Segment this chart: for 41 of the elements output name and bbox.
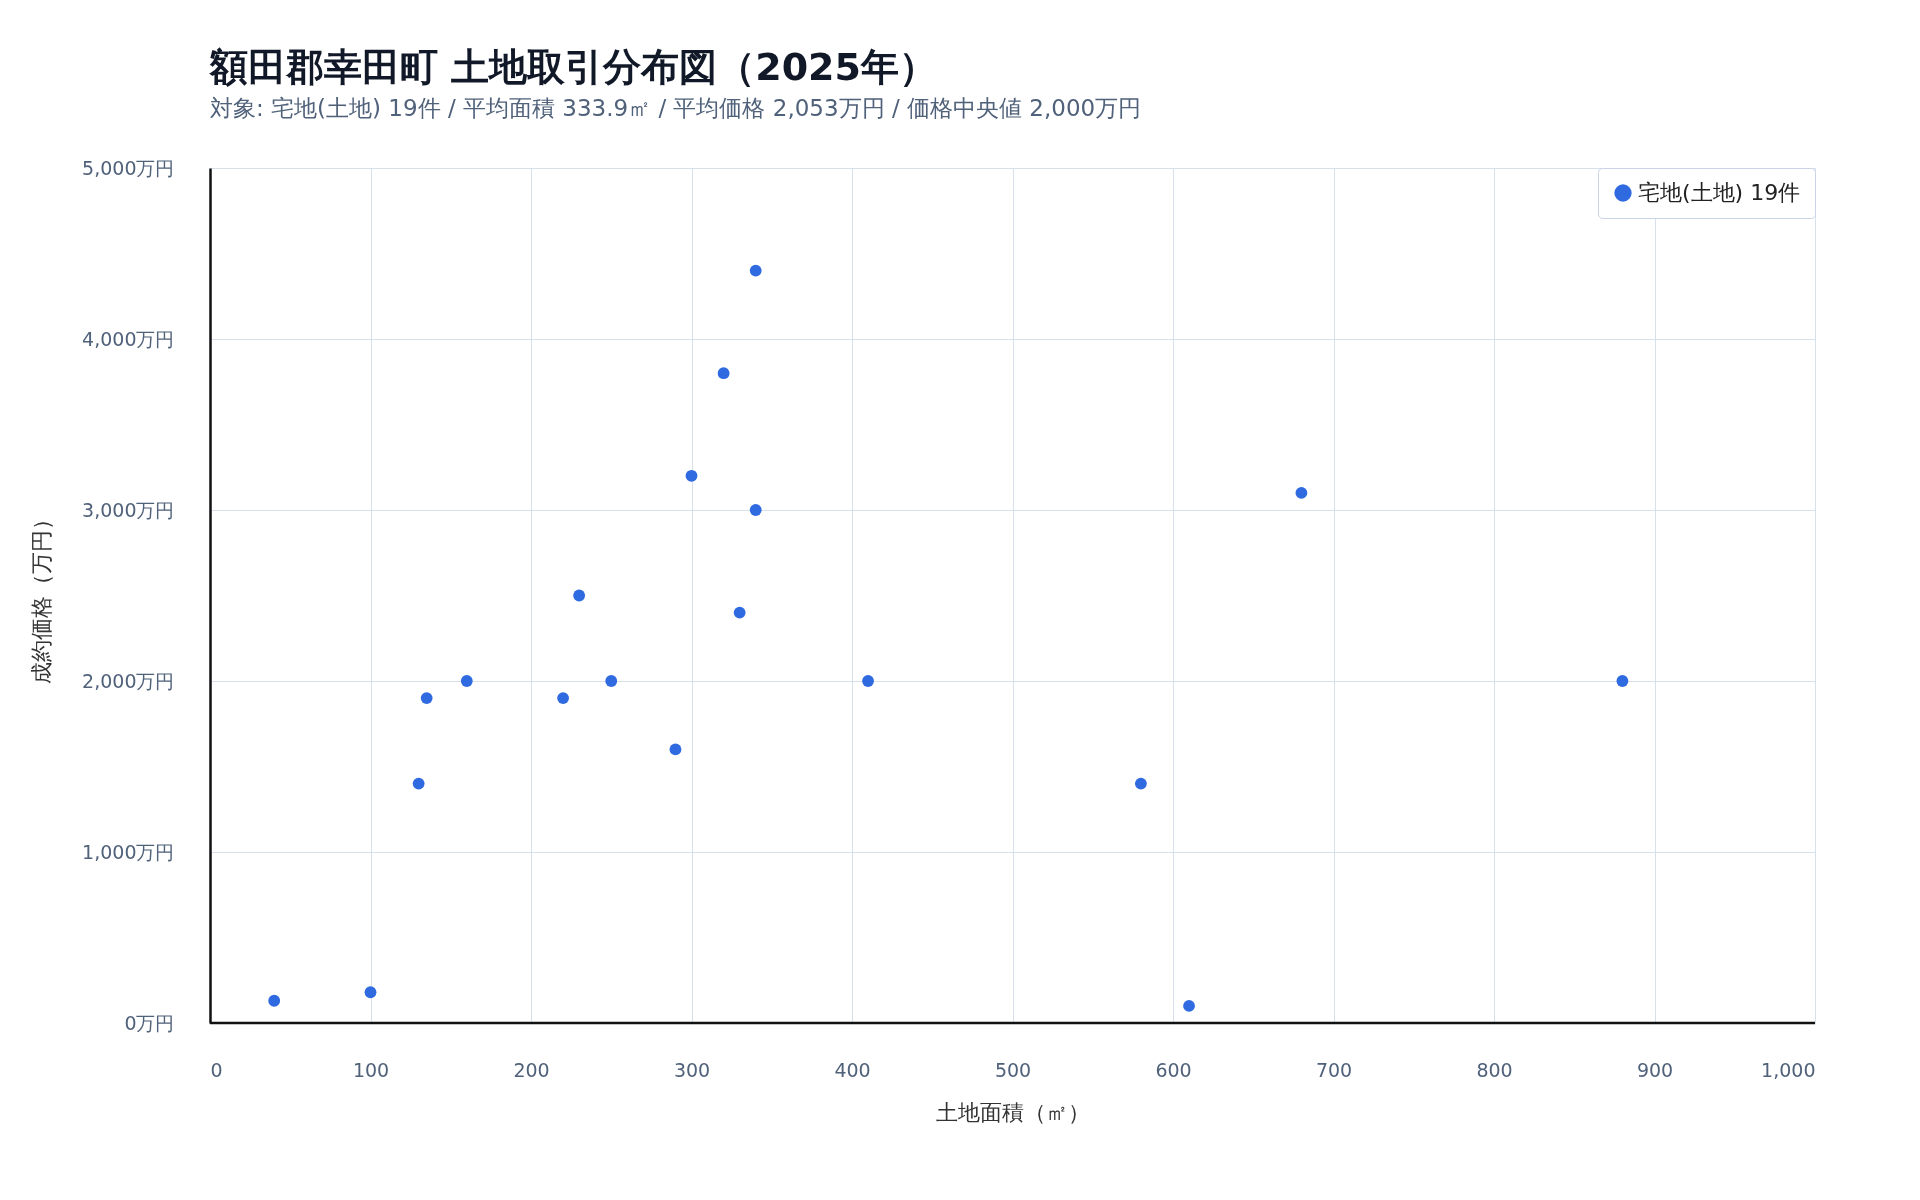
x-axis-title: 土地面積（㎡） (936, 1099, 1090, 1125)
y-tick-label: 5,000万円 (82, 156, 175, 179)
point (364, 986, 377, 999)
point (268, 994, 281, 1007)
point (733, 606, 746, 619)
x-tick-label: 800 (1476, 1058, 1513, 1081)
legend-label: 宅地(土地) 19件 (1638, 180, 1801, 205)
point (1616, 675, 1629, 687)
chart-subtitle: 対象: 宅地(土地) 19件 / 平均面積 333.9㎡ / 平均価格 2,053万円 / 価格中央値 2,000万円 (210, 95, 1142, 121)
x-tick-label: 900 (1636, 1058, 1674, 1081)
x-tick-label: 500 (994, 1058, 1032, 1081)
point (669, 743, 682, 756)
y-tick-label: 3,000万円 (82, 498, 175, 521)
y-tick-label: 4,000万円 (82, 327, 175, 350)
point (420, 692, 433, 704)
x-tick-label: 600 (1155, 1058, 1192, 1081)
point (685, 469, 698, 482)
point (460, 675, 473, 687)
y-tick-label: 1,000万円 (82, 840, 175, 863)
y-tick-label: 0万円 (124, 1011, 175, 1034)
x-tick-label: 700 (1315, 1058, 1353, 1081)
x-tick-label: 200 (513, 1058, 550, 1081)
y-tick-label: 2,000万円 (82, 669, 175, 692)
x-tick-label: 0 (210, 1058, 223, 1081)
x-tick-label: 100 (352, 1058, 390, 1081)
x-tick-label: 1,000 (1761, 1058, 1816, 1081)
point (1134, 777, 1147, 790)
point (749, 264, 762, 277)
y-axis-title: 成約価格（万円） (29, 508, 55, 684)
point (749, 504, 762, 516)
point (557, 692, 570, 704)
point (1295, 487, 1308, 499)
point (1183, 1000, 1195, 1012)
point (717, 367, 730, 380)
point (573, 589, 586, 602)
chart-title: 額田郡幸田町 土地取引分布図（2025年） (208, 45, 937, 89)
x-tick-label: 300 (673, 1058, 711, 1081)
point (862, 675, 874, 687)
x-tick-label: 400 (834, 1058, 871, 1081)
point (412, 777, 425, 790)
point (605, 675, 618, 687)
